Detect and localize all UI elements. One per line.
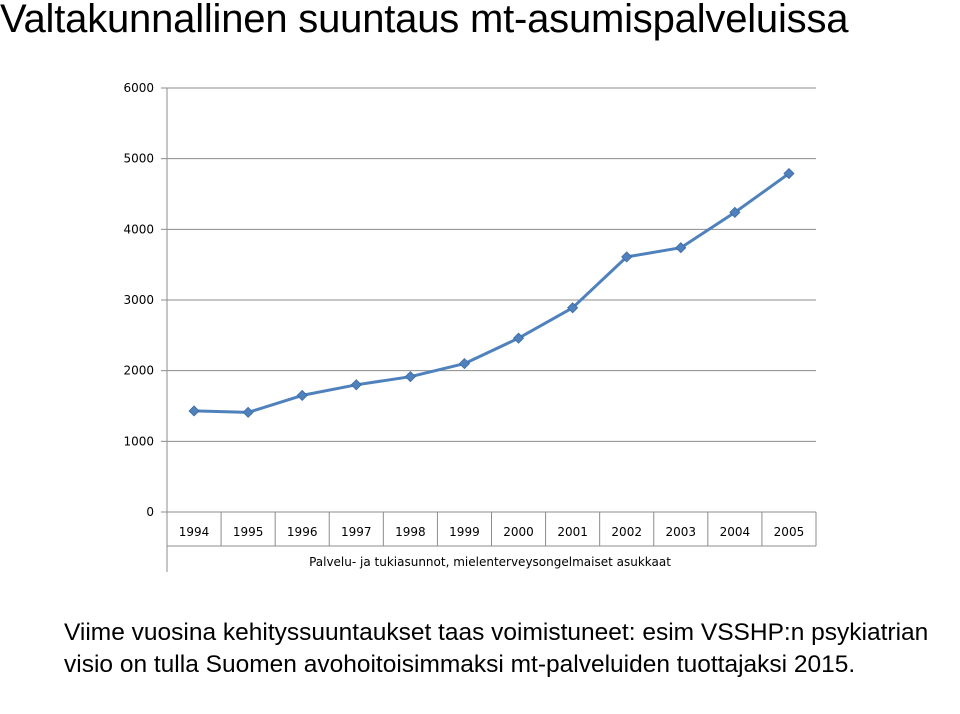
- y-tick-label: 3000: [123, 293, 154, 307]
- x-tick-label: 1999: [449, 525, 480, 539]
- x-tick-label: 2003: [666, 525, 697, 539]
- y-tick-label: 4000: [123, 222, 154, 236]
- x-tick-label: 1995: [233, 525, 264, 539]
- data-point-marker: [350, 379, 362, 391]
- data-point-marker: [512, 332, 525, 344]
- grid-lines: [167, 87, 816, 513]
- data-point-marker: [188, 405, 200, 417]
- x-tick-labels: 1994 1995 1996 1997 1998 1999 2000 2001 2002 2003…: [179, 525, 804, 539]
- x-axis-label: Palvelu- ja tukiasunnot, mielenterveyson…: [309, 555, 671, 569]
- y-tick-labels: 0 1000 2000 3000 4000 5000 6000: [123, 81, 154, 519]
- y-tick-label: 1000: [123, 434, 154, 448]
- y-tick-label: 5000: [123, 152, 154, 166]
- data-point-marker: [621, 251, 633, 263]
- data-point-marker: [458, 358, 471, 370]
- x-tick-label: 1997: [341, 525, 372, 539]
- page-title: Valtakunnallinen suuntaus mt-asumispalve…: [0, 0, 849, 41]
- data-point-marker: [242, 406, 254, 418]
- data-point-marker: [404, 371, 416, 383]
- x-tick-label: 2004: [720, 525, 751, 539]
- y-tick-label: 0: [146, 505, 154, 519]
- axes: [161, 87, 817, 572]
- x-tick-label: 1996: [287, 525, 318, 539]
- series-line: [193, 172, 790, 414]
- data-point-marker: [675, 242, 687, 254]
- x-tick-label: 2005: [774, 525, 805, 539]
- y-tick-label: 2000: [123, 364, 154, 378]
- y-tick-label: 6000: [123, 81, 154, 95]
- slide-caption: Viime vuosina kehityssuuntaukset taas vo…: [64, 619, 929, 678]
- data-point-marker: [567, 302, 579, 314]
- data-point-marker: [729, 206, 741, 218]
- x-tick-label: 2002: [611, 525, 642, 539]
- x-tick-label: 1994: [179, 525, 210, 539]
- data-point-marker: [783, 167, 795, 180]
- x-tick-label: 2001: [557, 525, 588, 539]
- data-point-marker: [296, 389, 308, 401]
- x-tick-label: 1998: [395, 525, 426, 539]
- series: [188, 167, 795, 418]
- x-tick-label: 2000: [503, 525, 534, 539]
